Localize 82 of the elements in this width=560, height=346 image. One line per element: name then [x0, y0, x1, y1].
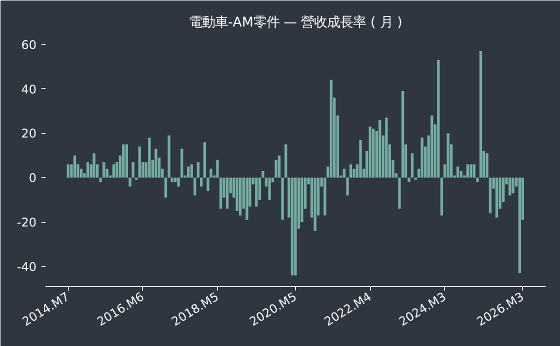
bar — [216, 160, 219, 178]
bar — [203, 142, 206, 178]
bar — [398, 178, 401, 209]
bar — [440, 178, 444, 216]
bar — [460, 170, 462, 178]
bar — [420, 138, 424, 178]
bar — [194, 178, 196, 196]
bar — [495, 178, 498, 218]
bar — [238, 178, 242, 216]
bar — [385, 118, 388, 178]
bar — [219, 178, 222, 209]
bar — [246, 178, 248, 220]
bar — [278, 155, 281, 178]
bar — [352, 168, 356, 178]
y-tick-label: 20 — [21, 126, 37, 141]
bar — [174, 178, 177, 182]
bar — [378, 120, 382, 178]
bar — [472, 164, 476, 178]
bar — [401, 91, 404, 178]
bar — [466, 164, 469, 178]
bar — [314, 178, 316, 231]
bar — [132, 162, 134, 178]
bar — [488, 178, 492, 214]
bar — [324, 178, 326, 216]
bar — [206, 178, 210, 191]
bar — [164, 178, 168, 198]
bar — [430, 115, 434, 178]
bar — [112, 164, 115, 178]
bar — [512, 178, 514, 194]
bar — [180, 148, 184, 178]
bar — [122, 144, 125, 178]
bar — [255, 178, 258, 207]
bar — [476, 178, 479, 182]
bar — [210, 168, 212, 178]
bar — [508, 178, 512, 196]
y-tick-label: -20 — [16, 216, 37, 230]
bar — [410, 153, 414, 178]
bar — [470, 164, 472, 178]
bar — [200, 178, 203, 187]
bar — [226, 178, 229, 209]
bar — [168, 135, 170, 178]
bar — [359, 140, 362, 178]
bar — [196, 162, 200, 178]
bar — [268, 178, 271, 200]
bar — [368, 126, 372, 178]
bar — [86, 162, 90, 178]
bar — [284, 144, 288, 178]
bar — [92, 153, 96, 178]
bar — [99, 178, 102, 182]
y-tick-label: 0 — [28, 171, 37, 186]
bar — [281, 178, 284, 220]
bar — [456, 166, 460, 178]
bar — [518, 178, 522, 274]
bar — [372, 128, 375, 178]
bar — [148, 138, 151, 178]
bar — [170, 178, 174, 182]
y-tick-label: 60 — [21, 38, 37, 52]
bar — [66, 164, 70, 178]
bar — [330, 80, 333, 178]
bar — [125, 144, 128, 178]
bar — [102, 162, 106, 178]
chart-title: 電動車-AM零件 — 營收成長率 ( 月 ) — [188, 14, 402, 30]
bar — [154, 148, 158, 178]
y-tick-label: 40 — [21, 82, 37, 96]
bar — [274, 160, 278, 178]
bar — [437, 60, 440, 178]
bar — [486, 153, 488, 178]
bar — [138, 146, 141, 178]
bar — [190, 164, 193, 178]
bar — [73, 155, 76, 178]
bar — [446, 133, 450, 178]
bar — [479, 51, 482, 178]
bar — [177, 178, 180, 187]
bar — [290, 178, 294, 276]
bar — [128, 178, 132, 187]
bar — [408, 178, 410, 182]
bar — [187, 166, 190, 178]
y-tick-label: -40 — [16, 260, 37, 274]
bar — [294, 178, 297, 276]
bar — [346, 178, 349, 196]
bar — [349, 164, 352, 178]
bar — [262, 170, 264, 178]
